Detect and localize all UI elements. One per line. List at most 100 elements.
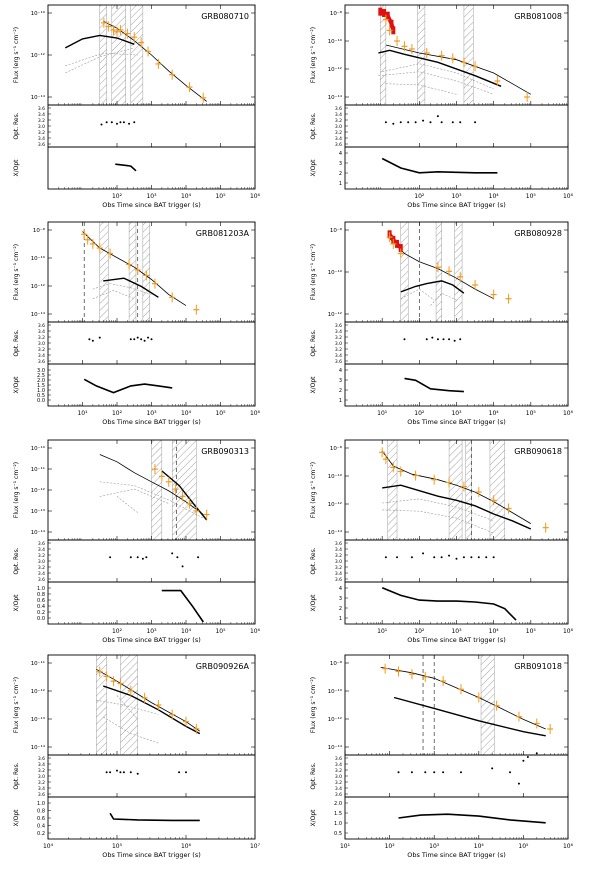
res-tick-label: 3.0: [335, 124, 342, 130]
panel-grb080710: 10² 10³ 10⁴ 10⁵ 10⁶10⁻¹⁰10⁻¹²10⁻¹⁴3.63.43.23…: [13, 4, 261, 209]
residual-point: [197, 556, 200, 559]
ratio-tick-label: 3.0: [37, 368, 45, 374]
residual-point: [136, 772, 139, 775]
ratio-tick-label: 1: [339, 398, 342, 404]
x-tick-label: 10²: [112, 410, 123, 417]
res-tick-label: 3.6: [335, 142, 342, 148]
res-tick-label: 3.6: [38, 792, 45, 798]
residual-point: [459, 771, 462, 774]
x-tick-label: 10⁴: [43, 843, 54, 850]
y-tick-label: 10⁻¹⁰: [31, 445, 46, 452]
x-axis-label: Obs Time since BAT trigger (s): [102, 636, 201, 644]
x-tick-label: 10¹: [377, 628, 388, 635]
x-tick-label: 10⁶: [563, 193, 574, 200]
flux-axis-label: Flux (erg s⁻¹ cm⁻²): [13, 27, 20, 83]
res-tick-label: 3.0: [335, 559, 342, 565]
ratio-panel-frame: [47, 796, 256, 840]
ratio-tick-label: 1.0: [37, 801, 45, 807]
residual-point: [425, 338, 428, 341]
x-tick-label: 10²: [112, 628, 123, 635]
y-tick-label: 10⁻⁸: [330, 10, 343, 17]
ratio-tick-label: 2: [339, 171, 342, 177]
res-tick-label: 3.2: [335, 335, 342, 341]
flux-plot-area: [380, 663, 554, 737]
x-tick-label: 10⁵: [215, 628, 226, 635]
x-tick-label: 10⁵: [112, 843, 123, 850]
res-tick-label: 3.6: [335, 577, 342, 583]
hatched-band: [111, 4, 126, 106]
res-tick-label: 3.0: [38, 559, 45, 565]
ratio-tick-label: 0.2: [37, 831, 45, 837]
x-tick-label: 10²: [385, 843, 396, 850]
ratio-tick-label: 0.0: [37, 398, 45, 404]
xray-fit-line: [99, 454, 204, 515]
residual-point: [109, 771, 112, 774]
xray-optical-ratio-line: [381, 157, 498, 174]
ratio-tick-label: 4: [339, 151, 342, 157]
x-tick-label: 10⁶: [563, 628, 574, 635]
x-tick-label: 10³: [146, 410, 157, 417]
x-tick-label: 10⁶: [250, 628, 261, 635]
res-tick-label: 3.4: [38, 136, 45, 142]
res-tick-label: 3.4: [38, 786, 45, 792]
y-tick-label: 10⁻¹²: [31, 52, 45, 59]
residual-panel-frame: [47, 539, 256, 583]
panel-grb081008: 10² 10³ 10⁴ 10⁵ 10⁶10⁻⁸10⁻¹⁰10⁻¹²10⁻¹⁴3.63.4…: [310, 4, 574, 209]
model-component-line: [116, 496, 138, 513]
y-tick-label: 10⁻¹⁴: [328, 744, 343, 751]
residual-point: [448, 338, 451, 341]
ratio-panel-frame: [344, 796, 569, 840]
ratio-tick-label: 3: [339, 378, 342, 384]
x-tick-label: 10³: [451, 628, 462, 635]
flux-plot-area: [99, 454, 210, 521]
ratio-tick-label: 2.0: [334, 801, 342, 807]
x-tick-label: 10⁴: [489, 410, 500, 417]
residual-point: [459, 121, 462, 124]
residual-panel-frame: [47, 754, 256, 798]
res-tick-label: 3.6: [38, 577, 45, 583]
x-tick-label: 10³: [146, 193, 157, 200]
y-tick-label: 10⁻¹²: [31, 688, 45, 695]
panel-title: GRB081203A: [196, 229, 250, 238]
residual-point: [136, 336, 139, 339]
res-tick-label: 3.6: [335, 359, 342, 365]
res-tick-label: 3.2: [38, 347, 45, 353]
panel-title: GRB090926A: [196, 662, 250, 671]
bat-data: [379, 9, 396, 31]
hatched-band: [120, 654, 138, 756]
res-tick-label: 3.2: [335, 130, 342, 136]
x-tick-label: 10³: [429, 843, 440, 850]
flux-plot-area: [64, 17, 207, 103]
res-tick-label: 3.2: [38, 118, 45, 124]
hatched-band: [417, 4, 426, 106]
residual-point: [436, 338, 439, 341]
res-tick-label: 3.2: [335, 553, 342, 559]
x-tick-label: 10²: [414, 410, 425, 417]
residual-point: [453, 339, 456, 342]
residual-point: [448, 554, 451, 557]
y-tick-label: 10⁻¹²: [328, 501, 342, 508]
res-tick-label: 3.6: [38, 359, 45, 365]
bat-data-point: [391, 26, 396, 35]
optical-lightcurve: [103, 277, 159, 298]
optical-lightcurve: [102, 685, 201, 735]
res-tick-label: 3.4: [335, 762, 342, 768]
model-component-line: [400, 288, 435, 301]
residual-point: [407, 121, 410, 124]
y-tick-label: 10⁻¹¹: [31, 466, 45, 473]
residual-point: [98, 336, 101, 339]
residual-point: [403, 338, 406, 341]
ratio-tick-label: 2.0: [37, 378, 45, 384]
x-tick-label: 10³: [146, 628, 157, 635]
bat-data-point: [378, 7, 383, 16]
flux-axis-label: Flux (erg s⁻¹ cm⁻²): [310, 462, 317, 518]
ratio-tick-label: 1.0: [37, 586, 45, 592]
x-tick-label: 10⁴: [474, 843, 485, 850]
hatched-band: [489, 439, 506, 541]
y-tick-label: 10⁻¹²: [328, 311, 342, 318]
residual-point: [122, 121, 125, 124]
flux-plot-area: [378, 7, 531, 102]
x-tick-label: 10⁶: [563, 843, 574, 850]
res-tick-label: 3.4: [38, 112, 45, 118]
